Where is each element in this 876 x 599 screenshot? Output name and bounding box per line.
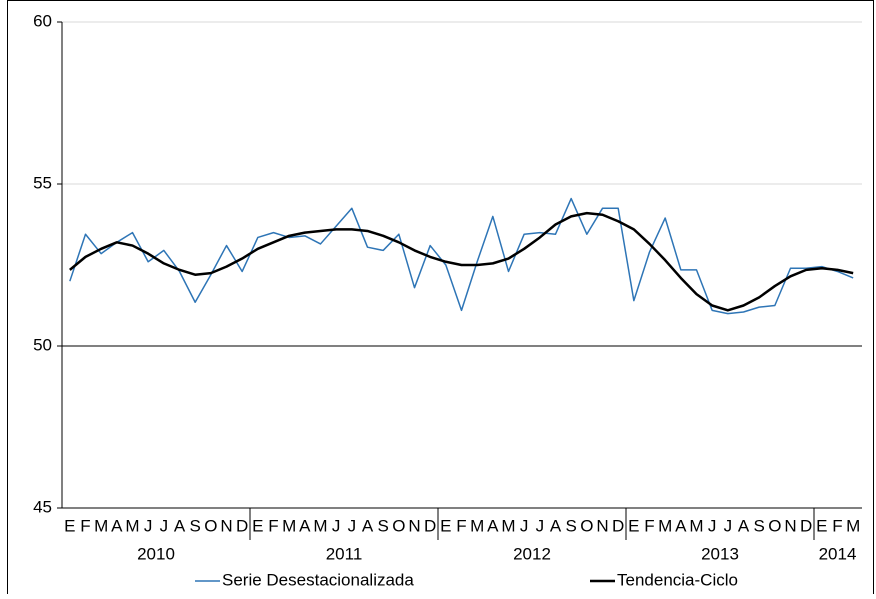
x-tick-label: M: [501, 516, 515, 535]
year-label: 2010: [137, 544, 175, 563]
x-tick-label: A: [174, 516, 186, 535]
x-tick-label: J: [348, 516, 357, 535]
x-tick-label: J: [160, 516, 169, 535]
x-tick-label: M: [282, 516, 296, 535]
x-tick-label: J: [520, 516, 529, 535]
x-tick-label: D: [424, 516, 436, 535]
x-tick-label: A: [738, 516, 750, 535]
x-tick-label: E: [628, 516, 639, 535]
x-tick-label: O: [392, 516, 405, 535]
legend-label: Serie Desestacionalizada: [222, 570, 414, 589]
frame: [7, 0, 874, 599]
x-tick-label: D: [236, 516, 248, 535]
x-tick-label: M: [125, 516, 139, 535]
x-tick-label: A: [362, 516, 374, 535]
x-tick-label: S: [753, 516, 764, 535]
x-tick-label: M: [689, 516, 703, 535]
x-tick-label: F: [644, 516, 654, 535]
x-tick-label: J: [724, 516, 733, 535]
x-tick-label: O: [204, 516, 217, 535]
series-line: [69, 197, 854, 315]
x-tick-label: A: [111, 516, 123, 535]
x-tick-label: O: [580, 516, 593, 535]
series-line: [69, 211, 854, 312]
x-tick-label: S: [189, 516, 200, 535]
legend-label: Tendencia-Ciclo: [617, 570, 738, 589]
x-tick-label: A: [550, 516, 562, 535]
x-tick-label: E: [440, 516, 451, 535]
year-label: 2013: [701, 544, 739, 563]
x-tick-label: N: [596, 516, 608, 535]
x-tick-label: E: [64, 516, 75, 535]
x-tick-label: M: [658, 516, 672, 535]
x-tick-label: D: [800, 516, 812, 535]
x-tick-label: N: [408, 516, 420, 535]
x-tick-label: A: [299, 516, 311, 535]
x-tick-label: E: [816, 516, 827, 535]
y-tick-label: 60: [33, 11, 52, 30]
x-tick-label: J: [332, 516, 341, 535]
x-tick-label: M: [94, 516, 108, 535]
year-label: 2011: [326, 544, 363, 563]
x-tick-label: F: [456, 516, 466, 535]
x-tick-label: J: [708, 516, 717, 535]
year-label: 2014: [819, 544, 857, 563]
x-tick-label: A: [675, 516, 687, 535]
x-tick-label: F: [268, 516, 278, 535]
x-tick-label: S: [565, 516, 576, 535]
x-tick-label: J: [144, 516, 153, 535]
x-tick-label: F: [832, 516, 842, 535]
y-tick-label: 50: [33, 335, 52, 354]
y-tick-label: 45: [33, 497, 52, 516]
x-tick-label: N: [784, 516, 796, 535]
x-tick-label: M: [470, 516, 484, 535]
x-tick-label: F: [80, 516, 90, 535]
x-tick-label: S: [377, 516, 388, 535]
x-tick-label: E: [252, 516, 263, 535]
x-tick-label: O: [768, 516, 781, 535]
y-tick-label: 55: [33, 173, 52, 192]
year-label: 2012: [513, 544, 551, 563]
x-tick-label: N: [220, 516, 232, 535]
x-tick-label: J: [536, 516, 545, 535]
x-tick-label: M: [313, 516, 327, 535]
x-tick-label: A: [487, 516, 499, 535]
x-tick-label: M: [846, 516, 860, 535]
x-tick-label: D: [612, 516, 624, 535]
